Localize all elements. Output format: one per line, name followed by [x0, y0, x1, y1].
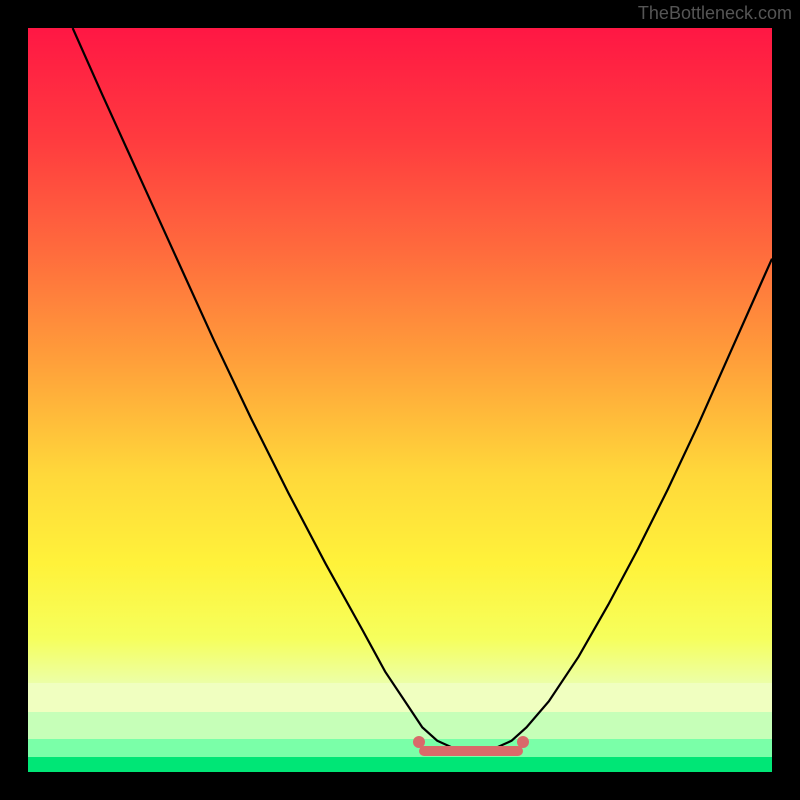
- bottleneck-curve: [28, 28, 772, 772]
- plot-area: [28, 28, 772, 772]
- watermark-text: TheBottleneck.com: [638, 3, 792, 24]
- trough-segment: [419, 746, 523, 756]
- trough-endpoint: [413, 736, 425, 748]
- trough-endpoint: [517, 736, 529, 748]
